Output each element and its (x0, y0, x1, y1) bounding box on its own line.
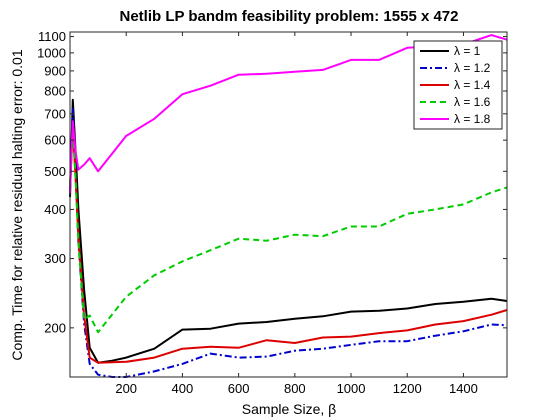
y-tick-label: 300 (44, 251, 66, 266)
legend-label-1: λ = 1 (454, 44, 481, 58)
legend-label-3: λ = 1.4 (454, 78, 491, 92)
y-tick-label: 600 (44, 133, 66, 148)
x-tick-label: 600 (228, 381, 250, 396)
x-tick-label: 1000 (337, 381, 366, 396)
y-axis-label: Comp. Time for relative residual halting… (9, 49, 25, 360)
x-tick-label: 1400 (449, 381, 478, 396)
series-line-2 (69, 108, 508, 378)
y-tick-label: 1100 (38, 29, 66, 44)
x-axis-label: Sample Size, β (242, 401, 336, 417)
y-tick-label: 800 (44, 84, 66, 99)
y-tick-label: 900 (44, 63, 66, 78)
plot-frame (69, 31, 508, 378)
x-tick-label: 400 (172, 381, 194, 396)
x-axis: 200 400 600 800 1000 1200 1400 (115, 32, 478, 396)
legend-label-4: λ = 1.6 (454, 95, 491, 109)
x-tick-label: 200 (115, 381, 137, 396)
legend: λ = 1 λ = 1.2 λ = 1.4 λ = 1.6 λ = 1.8 (413, 40, 503, 130)
legend-label-5: λ = 1.8 (454, 112, 491, 126)
y-tick-label: 700 (44, 106, 66, 121)
x-tick-label: 800 (284, 381, 306, 396)
legend-label-2: λ = 1.2 (454, 61, 491, 75)
y-tick-label: 1000 (37, 45, 66, 60)
x-tick-label: 1200 (393, 381, 422, 396)
chart-title: Netlib LP bandm feasibility problem: 155… (119, 8, 458, 25)
y-tick-label: 200 (44, 320, 66, 335)
series-line-1 (69, 98, 508, 364)
series-line-4 (69, 128, 508, 334)
y-tick-label: 400 (44, 202, 66, 217)
y-tick-label: 500 (44, 164, 66, 179)
